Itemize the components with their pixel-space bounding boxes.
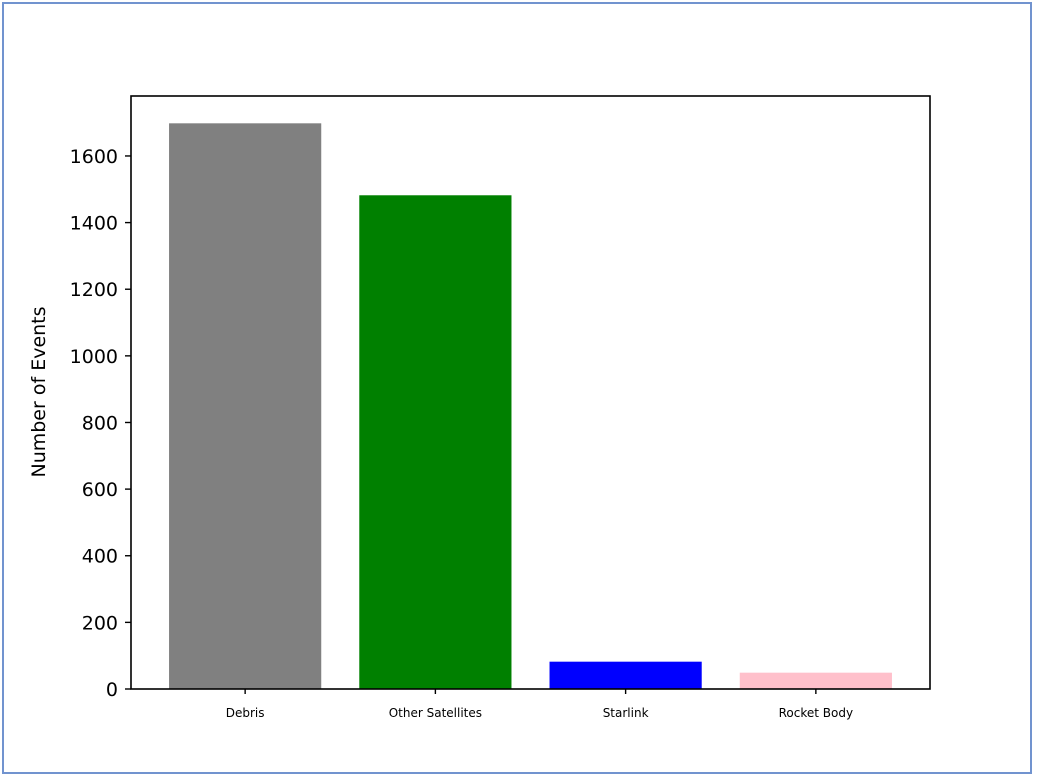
bar-starlink	[549, 661, 702, 689]
y-axis-label: Number of Events	[28, 306, 50, 477]
x-tick-label: Other Satellites	[389, 706, 482, 720]
y-tick-label: 1200	[70, 279, 118, 301]
image-frame	[2, 2, 1032, 774]
bar-debris	[169, 123, 322, 689]
y-tick-label: 200	[82, 612, 118, 634]
y-tick-label: 1600	[70, 146, 118, 168]
x-tick-label: Starlink	[603, 706, 649, 720]
y-tick-label: 600	[82, 479, 118, 501]
y-tick-label: 400	[82, 546, 118, 568]
bar-rocket-body	[739, 672, 892, 689]
bar-other-satellites	[359, 195, 512, 689]
plot-area-border	[130, 95, 931, 690]
y-tick-label: 0	[106, 679, 118, 701]
x-tick-label: Rocket Body	[779, 706, 853, 720]
y-tick-label: 1000	[70, 346, 118, 368]
y-tick-label: 1400	[70, 213, 118, 235]
x-tick-label: Debris	[226, 706, 265, 720]
y-tick-label: 800	[82, 412, 118, 434]
